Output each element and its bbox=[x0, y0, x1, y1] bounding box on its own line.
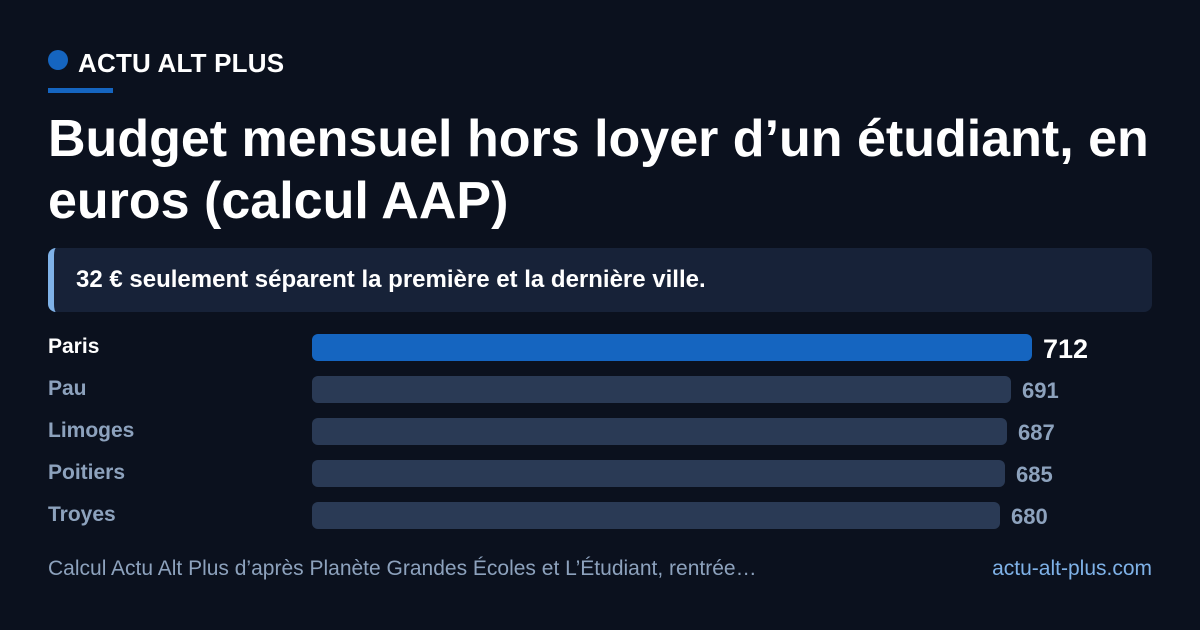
brand-underline bbox=[48, 88, 113, 93]
brand: ACTU ALT PLUS bbox=[48, 46, 284, 80]
bar-value-label: 680 bbox=[1011, 504, 1048, 529]
bar bbox=[312, 334, 1032, 361]
bar-value-label: 687 bbox=[1018, 420, 1055, 445]
category-label: Paris bbox=[48, 335, 100, 358]
brand-name: ACTU ALT PLUS bbox=[78, 47, 285, 78]
category-label: Troyes bbox=[48, 503, 116, 526]
bar bbox=[312, 502, 1000, 529]
category-label: Pau bbox=[48, 377, 87, 400]
brand-dot-icon bbox=[48, 50, 68, 70]
bar bbox=[312, 460, 1005, 487]
bar bbox=[312, 376, 1011, 403]
site-link[interactable]: actu-alt-plus.com bbox=[992, 557, 1152, 580]
bar-value-label: 685 bbox=[1016, 462, 1053, 487]
source-note: Calcul Actu Alt Plus d’après Planète Gra… bbox=[48, 557, 757, 580]
bar bbox=[312, 418, 1007, 445]
bar-value-label: 712 bbox=[1043, 334, 1089, 364]
chart-title: Budget mensuel hors loyer d’un étudiant,… bbox=[48, 110, 1149, 230]
bar-value-label: 691 bbox=[1022, 378, 1059, 403]
category-label: Poitiers bbox=[48, 461, 126, 484]
category-label: Limoges bbox=[48, 419, 135, 442]
key-takeaway-callout: 32 € seulement séparent la première et l… bbox=[48, 248, 1152, 312]
callout-text: 32 € seulement séparent la première et l… bbox=[76, 266, 706, 293]
